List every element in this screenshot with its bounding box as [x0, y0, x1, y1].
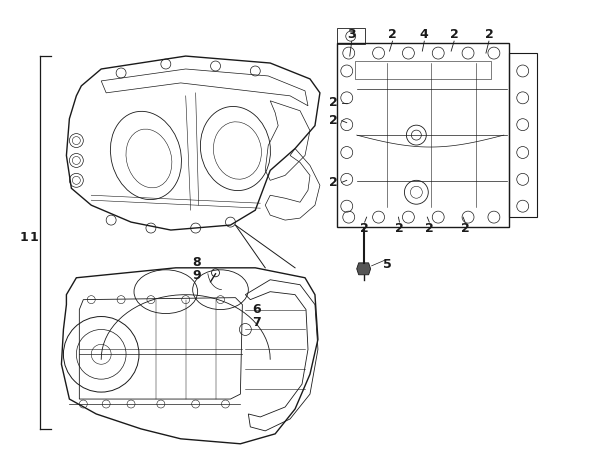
Text: 5: 5	[383, 258, 392, 271]
Text: 2: 2	[395, 221, 404, 235]
Text: 4: 4	[420, 28, 428, 41]
Text: 2: 2	[425, 221, 434, 235]
Polygon shape	[357, 263, 371, 275]
Text: 2: 2	[329, 114, 338, 127]
Text: 1: 1	[29, 231, 38, 245]
Text: 2: 2	[360, 221, 369, 235]
Text: 1: 1	[20, 231, 28, 245]
Text: 8: 8	[192, 256, 201, 269]
Text: 2: 2	[329, 176, 338, 189]
Text: 2: 2	[329, 96, 338, 109]
Text: 9: 9	[192, 269, 201, 282]
Text: 2: 2	[461, 221, 469, 235]
Bar	[337, 43, 509, 227]
Bar	[337, 28, 365, 44]
Text: 3: 3	[348, 28, 356, 41]
Text: 2: 2	[485, 28, 493, 41]
Text: 6: 6	[252, 303, 261, 316]
Bar	[509, 53, 537, 217]
Text: 2: 2	[388, 28, 397, 41]
Text: 2: 2	[450, 28, 458, 41]
Bar	[355, 61, 491, 79]
Text: 7: 7	[252, 316, 261, 329]
